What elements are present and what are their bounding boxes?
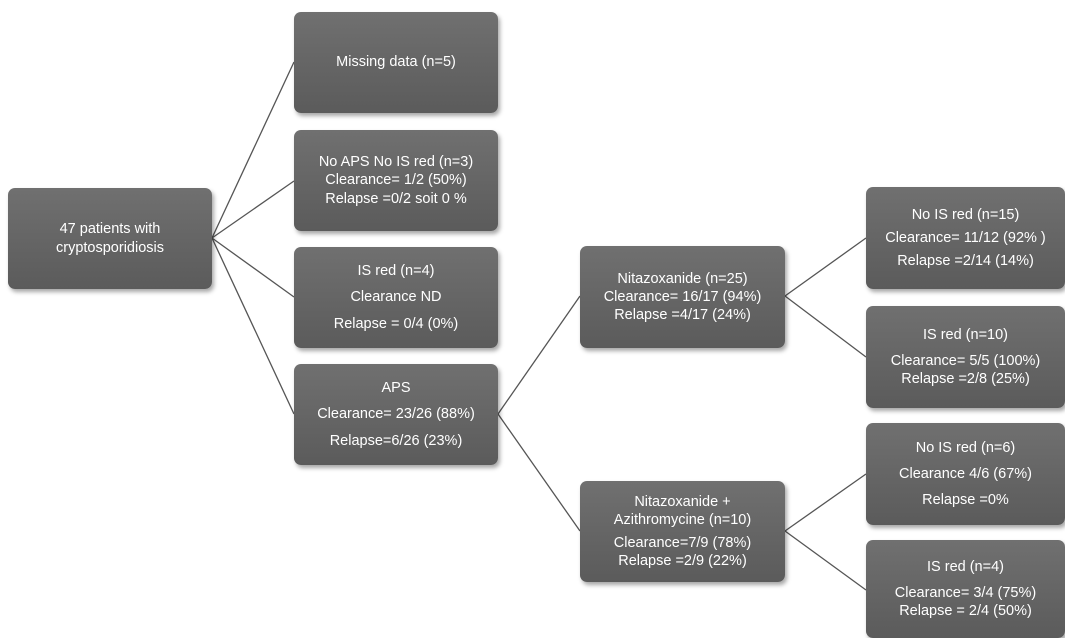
nitazoxanide-title: Nitazoxanide (n=25): [617, 270, 748, 287]
aps-title: APS: [381, 380, 411, 397]
no-aps-clearance: Clearance= 1/2 (50%): [325, 172, 467, 189]
nitazoxanide-no-is-red-clearance: Clearance= 11/12 (92% ): [885, 229, 1046, 246]
root-line-2: cryptosporidiosis: [56, 239, 164, 256]
is-red-4-node: IS red (n=4) Clearance ND Relapse = 0/4 …: [294, 247, 498, 348]
nitazoxanide-azithromycine-relapse: Relapse =2/9 (22%): [618, 553, 747, 570]
edge-root-missing: [211, 61, 295, 239]
edge-nitaz-noisred: [784, 237, 867, 297]
edge-nitazazi-isred: [784, 530, 867, 591]
edge-root-isred4: [211, 237, 295, 298]
azithromycine-is-red-relapse: Relapse = 2/4 (50%): [899, 603, 1032, 620]
missing-data-label: Missing data (n=5): [336, 54, 456, 71]
azithromycine-no-is-red-relapse: Relapse =0%: [922, 492, 1009, 509]
root-node: 47 patients with cryptosporidiosis: [8, 188, 212, 289]
nitazoxanide-azithromycine-clearance: Clearance=7/9 (78%): [613, 535, 752, 551]
edge-root-aps: [211, 237, 295, 415]
azithromycine-no-is-red-node: No IS red (n=6) Clearance 4/6 (67%) Rela…: [866, 423, 1065, 525]
azithromycine-is-red-node: IS red (n=4) Clearance= 3/4 (75%) Relaps…: [866, 540, 1065, 638]
is-red-4-title: IS red (n=4): [357, 263, 435, 280]
azithromycine-no-is-red-title: No IS red (n=6): [915, 439, 1016, 456]
nitazoxanide-is-red-node: IS red (n=10) Clearance= 5/5 (100%) Rela…: [866, 306, 1065, 408]
nitazoxanide-clearance: Clearance= 16/17 (94%): [603, 288, 762, 305]
root-line-1: 47 patients with: [59, 221, 161, 238]
aps-relapse: Relapse=6/26 (23%): [329, 432, 463, 449]
edge-nitazazi-noisred: [784, 473, 867, 532]
missing-data-node: Missing data (n=5): [294, 12, 498, 113]
nitazoxanide-no-is-red-title: No IS red (n=15): [911, 206, 1020, 223]
aps-node: APS Clearance= 23/26 (88%) Relapse=6/26 …: [294, 364, 498, 465]
azithromycine-is-red-title: IS red (n=4): [927, 558, 1004, 575]
edge-root-noaps: [211, 180, 295, 239]
nitazoxanide-azithromycine-title-2: Azithromycine (n=10): [613, 511, 752, 528]
no-aps-relapse: Relapse =0/2 soit 0 %: [325, 190, 467, 207]
is-red-4-relapse: Relapse = 0/4 (0%): [333, 315, 459, 332]
edge-nitaz-isred: [784, 295, 867, 358]
nitazoxanide-relapse: Relapse =4/17 (24%): [614, 307, 751, 324]
nitazoxanide-is-red-title: IS red (n=10): [922, 326, 1009, 343]
nitazoxanide-is-red-clearance: Clearance= 5/5 (100%): [890, 352, 1041, 369]
no-aps-node: No APS No IS red (n=3) Clearance= 1/2 (5…: [294, 130, 498, 231]
is-red-4-clearance: Clearance ND: [350, 289, 442, 306]
nitazoxanide-node: Nitazoxanide (n=25) Clearance= 16/17 (94…: [580, 246, 785, 348]
azithromycine-is-red-clearance: Clearance= 3/4 (75%): [894, 584, 1037, 601]
nitazoxanide-no-is-red-relapse: Relapse =2/14 (14%): [897, 253, 1034, 270]
nitazoxanide-is-red-relapse: Relapse =2/8 (25%): [901, 371, 1030, 388]
azithromycine-no-is-red-clearance: Clearance 4/6 (67%): [899, 465, 1032, 482]
no-aps-title: No APS No IS red (n=3): [318, 154, 474, 171]
nitazoxanide-azithromycine-title-1: Nitazoxanide +: [634, 493, 731, 510]
edge-aps-nitazazi: [497, 413, 581, 532]
aps-clearance: Clearance= 23/26 (88%): [317, 406, 475, 423]
nitazoxanide-azithromycine-node: Nitazoxanide + Azithromycine (n=10) Clea…: [580, 481, 785, 582]
nitazoxanide-no-is-red-node: No IS red (n=15) Clearance= 11/12 (92% )…: [866, 187, 1065, 289]
edge-aps-nitaz: [497, 295, 581, 415]
